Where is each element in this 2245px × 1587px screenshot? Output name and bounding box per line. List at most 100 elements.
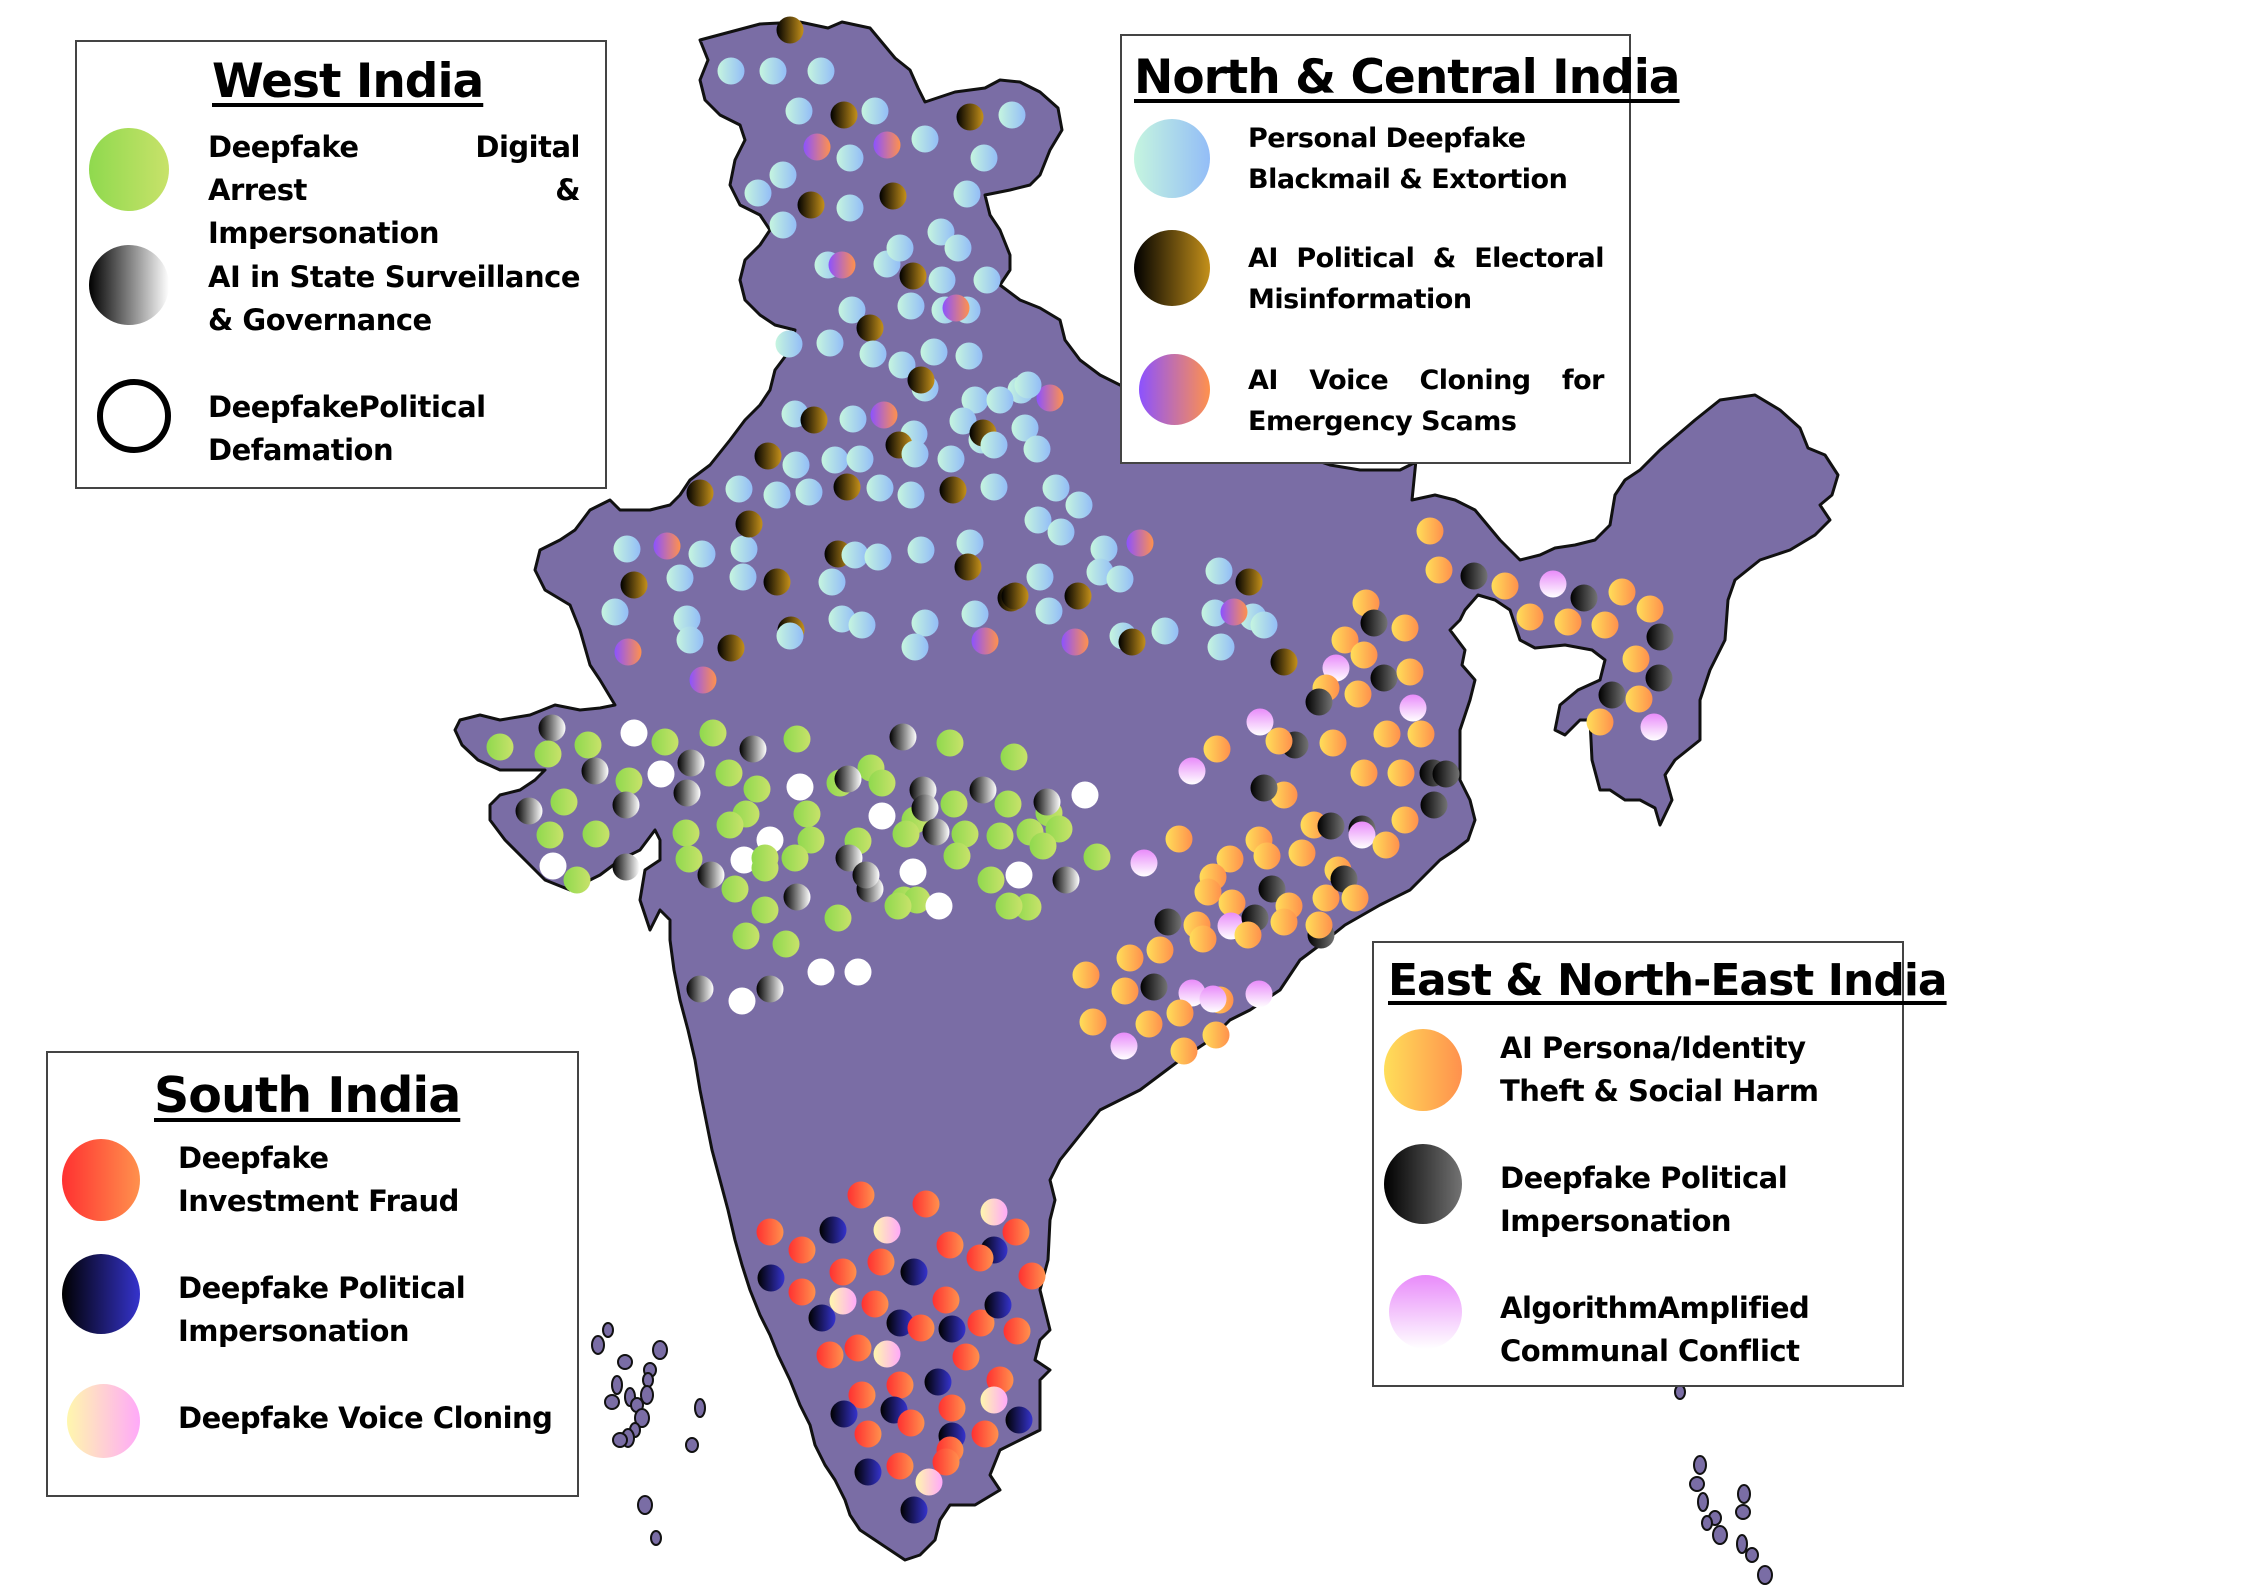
incident-dot bbox=[743, 775, 771, 803]
incident-dot bbox=[1258, 875, 1286, 903]
incident-dot bbox=[852, 861, 880, 889]
incident-dot bbox=[1146, 936, 1174, 964]
island-west bbox=[591, 1335, 605, 1355]
incident-dot bbox=[1005, 1406, 1033, 1434]
incident-dot bbox=[980, 431, 1008, 459]
legend-east-northeast-india: East & North-East India AI Persona/Ident… bbox=[1372, 941, 1948, 1387]
incident-dot bbox=[1218, 889, 1246, 917]
incident-dot bbox=[1083, 843, 1111, 871]
incident-dot bbox=[788, 1236, 816, 1264]
black-grey-gradient-circle-icon bbox=[1384, 1144, 1462, 1224]
incident-dot bbox=[967, 1309, 995, 1337]
incident-dot bbox=[1090, 535, 1118, 563]
incident-dot bbox=[829, 1258, 857, 1286]
incident-dot bbox=[873, 1340, 901, 1368]
incident-dot bbox=[977, 866, 1005, 894]
pink-white-gradient-circle-icon bbox=[1389, 1275, 1462, 1349]
incident-dot bbox=[1265, 727, 1293, 755]
incident-dot bbox=[897, 292, 925, 320]
incident-dot bbox=[1118, 628, 1146, 656]
incident-dot bbox=[920, 338, 948, 366]
incident-dot bbox=[1387, 759, 1415, 787]
incident-dot bbox=[1636, 595, 1664, 623]
legend-item-label: AI Political & Electoral Misinformation bbox=[1248, 243, 1605, 315]
incident-dot bbox=[889, 723, 917, 751]
incident-dot bbox=[971, 627, 999, 655]
incident-dot bbox=[689, 666, 717, 694]
incident-dot bbox=[1023, 435, 1051, 463]
incident-dot bbox=[936, 1231, 964, 1259]
incident-dot bbox=[1154, 908, 1182, 936]
incident-dot bbox=[836, 194, 864, 222]
incident-dot bbox=[922, 818, 950, 846]
incident-dot bbox=[795, 478, 823, 506]
incident-dot bbox=[808, 1304, 836, 1332]
incident-dot bbox=[1110, 1032, 1138, 1060]
incident-dot bbox=[1199, 985, 1227, 1013]
incident-dot bbox=[1165, 825, 1193, 853]
incident-dots bbox=[486, 16, 1674, 1524]
incident-dot bbox=[928, 266, 956, 294]
purple-orange-gradient-circle-icon bbox=[1139, 354, 1210, 425]
incident-dot bbox=[717, 634, 745, 662]
incident-dot bbox=[844, 958, 872, 986]
incident-dot bbox=[841, 541, 869, 569]
incident-dot bbox=[1140, 973, 1168, 1001]
incident-dot bbox=[932, 1448, 960, 1476]
dots-east-northeast bbox=[1072, 517, 1674, 1065]
incident-dot bbox=[956, 103, 984, 131]
incident-dot bbox=[939, 476, 967, 504]
incident-dot bbox=[1344, 680, 1372, 708]
incident-dot bbox=[1178, 979, 1206, 1007]
dots-north-central bbox=[601, 16, 1298, 694]
incident-dot bbox=[944, 234, 972, 262]
incident-dot bbox=[788, 1278, 816, 1306]
incident-dot bbox=[673, 779, 701, 807]
incident-dot bbox=[821, 446, 849, 474]
incident-dot bbox=[688, 540, 716, 568]
incident-dot bbox=[828, 251, 856, 279]
incident-dot bbox=[859, 340, 887, 368]
incident-dot bbox=[676, 626, 704, 654]
incident-dot bbox=[1305, 911, 1333, 939]
incident-dot bbox=[911, 125, 939, 153]
incident-dot bbox=[1045, 815, 1073, 843]
incident-dot bbox=[615, 767, 643, 795]
island-east bbox=[1701, 1515, 1713, 1531]
incident-dot bbox=[612, 853, 640, 881]
incident-dot bbox=[901, 633, 929, 661]
island-east bbox=[1757, 1565, 1773, 1585]
island-west bbox=[612, 1432, 628, 1448]
incident-dot bbox=[824, 904, 852, 932]
incident-dot bbox=[797, 191, 825, 219]
incident-dot bbox=[932, 1286, 960, 1314]
incident-dot bbox=[1539, 570, 1567, 598]
island-east bbox=[1697, 1492, 1709, 1512]
incident-dot bbox=[839, 405, 867, 433]
incident-dot bbox=[647, 760, 675, 788]
incident-dot bbox=[912, 1190, 940, 1218]
incident-dot bbox=[846, 445, 874, 473]
incident-dot bbox=[744, 179, 772, 207]
incident-dot bbox=[775, 330, 803, 358]
incident-dot bbox=[980, 1386, 1008, 1414]
incident-dot bbox=[966, 1244, 994, 1272]
legend-north-central-india: North & Central India Personal Deepfake … bbox=[1120, 34, 1681, 464]
incident-dot bbox=[927, 218, 955, 246]
incident-dot bbox=[581, 757, 609, 785]
legend-item-label: Deepfake Political Impersonation bbox=[178, 1271, 466, 1348]
incident-dot bbox=[1065, 491, 1093, 519]
incident-dot bbox=[856, 314, 884, 342]
incident-dot bbox=[786, 773, 814, 801]
incident-dot bbox=[1071, 781, 1099, 809]
island-west bbox=[694, 1398, 706, 1418]
incident-dot bbox=[534, 740, 562, 768]
incident-dot bbox=[911, 794, 939, 822]
incident-dot bbox=[866, 474, 894, 502]
incident-dot bbox=[486, 733, 514, 761]
incident-dot bbox=[830, 1400, 858, 1428]
incident-dot bbox=[1360, 609, 1388, 637]
incident-dot bbox=[980, 473, 1008, 501]
incident-dot bbox=[1391, 806, 1419, 834]
incident-dot bbox=[735, 510, 763, 538]
